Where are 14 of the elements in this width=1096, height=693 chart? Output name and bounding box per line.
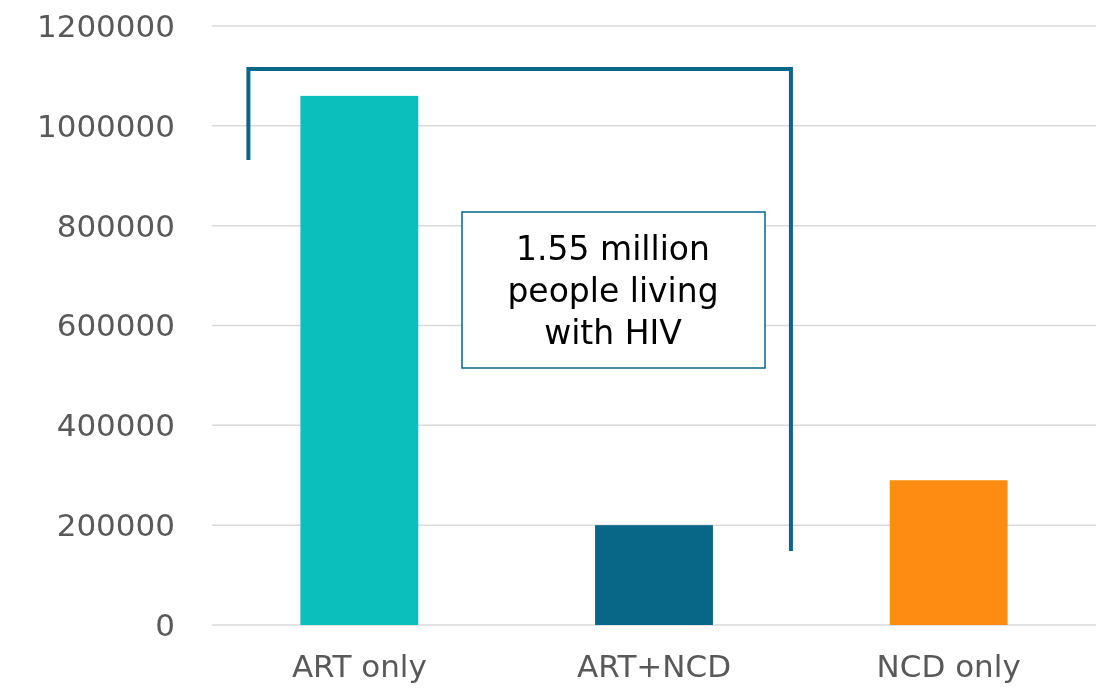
y-tick-label: 0 xyxy=(155,606,175,643)
x-tick-label: ART+NCD xyxy=(576,648,732,684)
x-tick-label: ART only xyxy=(291,648,427,684)
y-tick-label: 200000 xyxy=(56,507,175,544)
annotation: 1.55 million people living with HIV xyxy=(507,228,719,352)
y-tick-label: 1200000 xyxy=(36,7,175,44)
y-tick-label: 600000 xyxy=(56,307,175,344)
y-tick-label: 400000 xyxy=(56,407,175,444)
bar xyxy=(300,95,419,625)
y-tick-label: 1000000 xyxy=(36,107,175,144)
bar xyxy=(889,480,1008,625)
bar xyxy=(595,525,713,625)
x-tick-label: NCD only xyxy=(876,648,1021,684)
y-tick-label: 800000 xyxy=(56,207,175,244)
